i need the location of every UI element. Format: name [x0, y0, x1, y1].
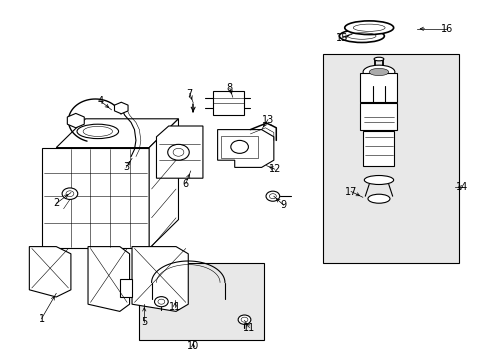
Polygon shape: [149, 119, 178, 248]
Circle shape: [154, 297, 168, 307]
Polygon shape: [120, 279, 132, 297]
Polygon shape: [41, 148, 149, 248]
Circle shape: [238, 315, 250, 324]
Text: 6: 6: [183, 179, 188, 189]
Text: 8: 8: [226, 83, 232, 93]
Text: 9: 9: [280, 200, 286, 210]
Text: 17: 17: [344, 186, 357, 197]
Ellipse shape: [362, 65, 394, 79]
Text: 15: 15: [335, 33, 348, 43]
Circle shape: [62, 188, 78, 199]
Bar: [139, 263, 264, 340]
Text: 5: 5: [141, 317, 147, 327]
Polygon shape: [156, 126, 203, 178]
Ellipse shape: [339, 30, 384, 42]
Bar: [212, 91, 244, 115]
Text: 7: 7: [186, 89, 192, 99]
Circle shape: [230, 140, 248, 153]
Text: 12: 12: [268, 164, 281, 174]
Text: 13: 13: [261, 114, 274, 125]
Ellipse shape: [344, 21, 393, 35]
Text: 4: 4: [97, 96, 103, 106]
Polygon shape: [114, 102, 128, 114]
Bar: [360, 103, 396, 130]
Polygon shape: [56, 119, 178, 148]
Circle shape: [167, 144, 189, 160]
Text: 10: 10: [186, 341, 199, 351]
Text: 14: 14: [455, 182, 468, 192]
Bar: [363, 131, 393, 166]
Ellipse shape: [373, 57, 383, 61]
Text: 3: 3: [123, 162, 129, 172]
Circle shape: [265, 191, 279, 201]
Polygon shape: [217, 130, 273, 167]
Ellipse shape: [364, 176, 393, 185]
Polygon shape: [67, 113, 84, 128]
Polygon shape: [132, 247, 188, 311]
Bar: [221, 136, 257, 158]
Polygon shape: [29, 247, 71, 297]
Bar: [360, 73, 396, 102]
Text: 16: 16: [440, 24, 453, 34]
Text: 11: 11: [243, 323, 255, 333]
Ellipse shape: [367, 194, 389, 203]
Ellipse shape: [77, 124, 119, 139]
Text: 1: 1: [39, 314, 44, 324]
Polygon shape: [88, 247, 129, 311]
Text: 11: 11: [168, 302, 181, 312]
Bar: [322, 54, 458, 263]
Ellipse shape: [368, 68, 388, 76]
Text: 2: 2: [53, 198, 59, 208]
